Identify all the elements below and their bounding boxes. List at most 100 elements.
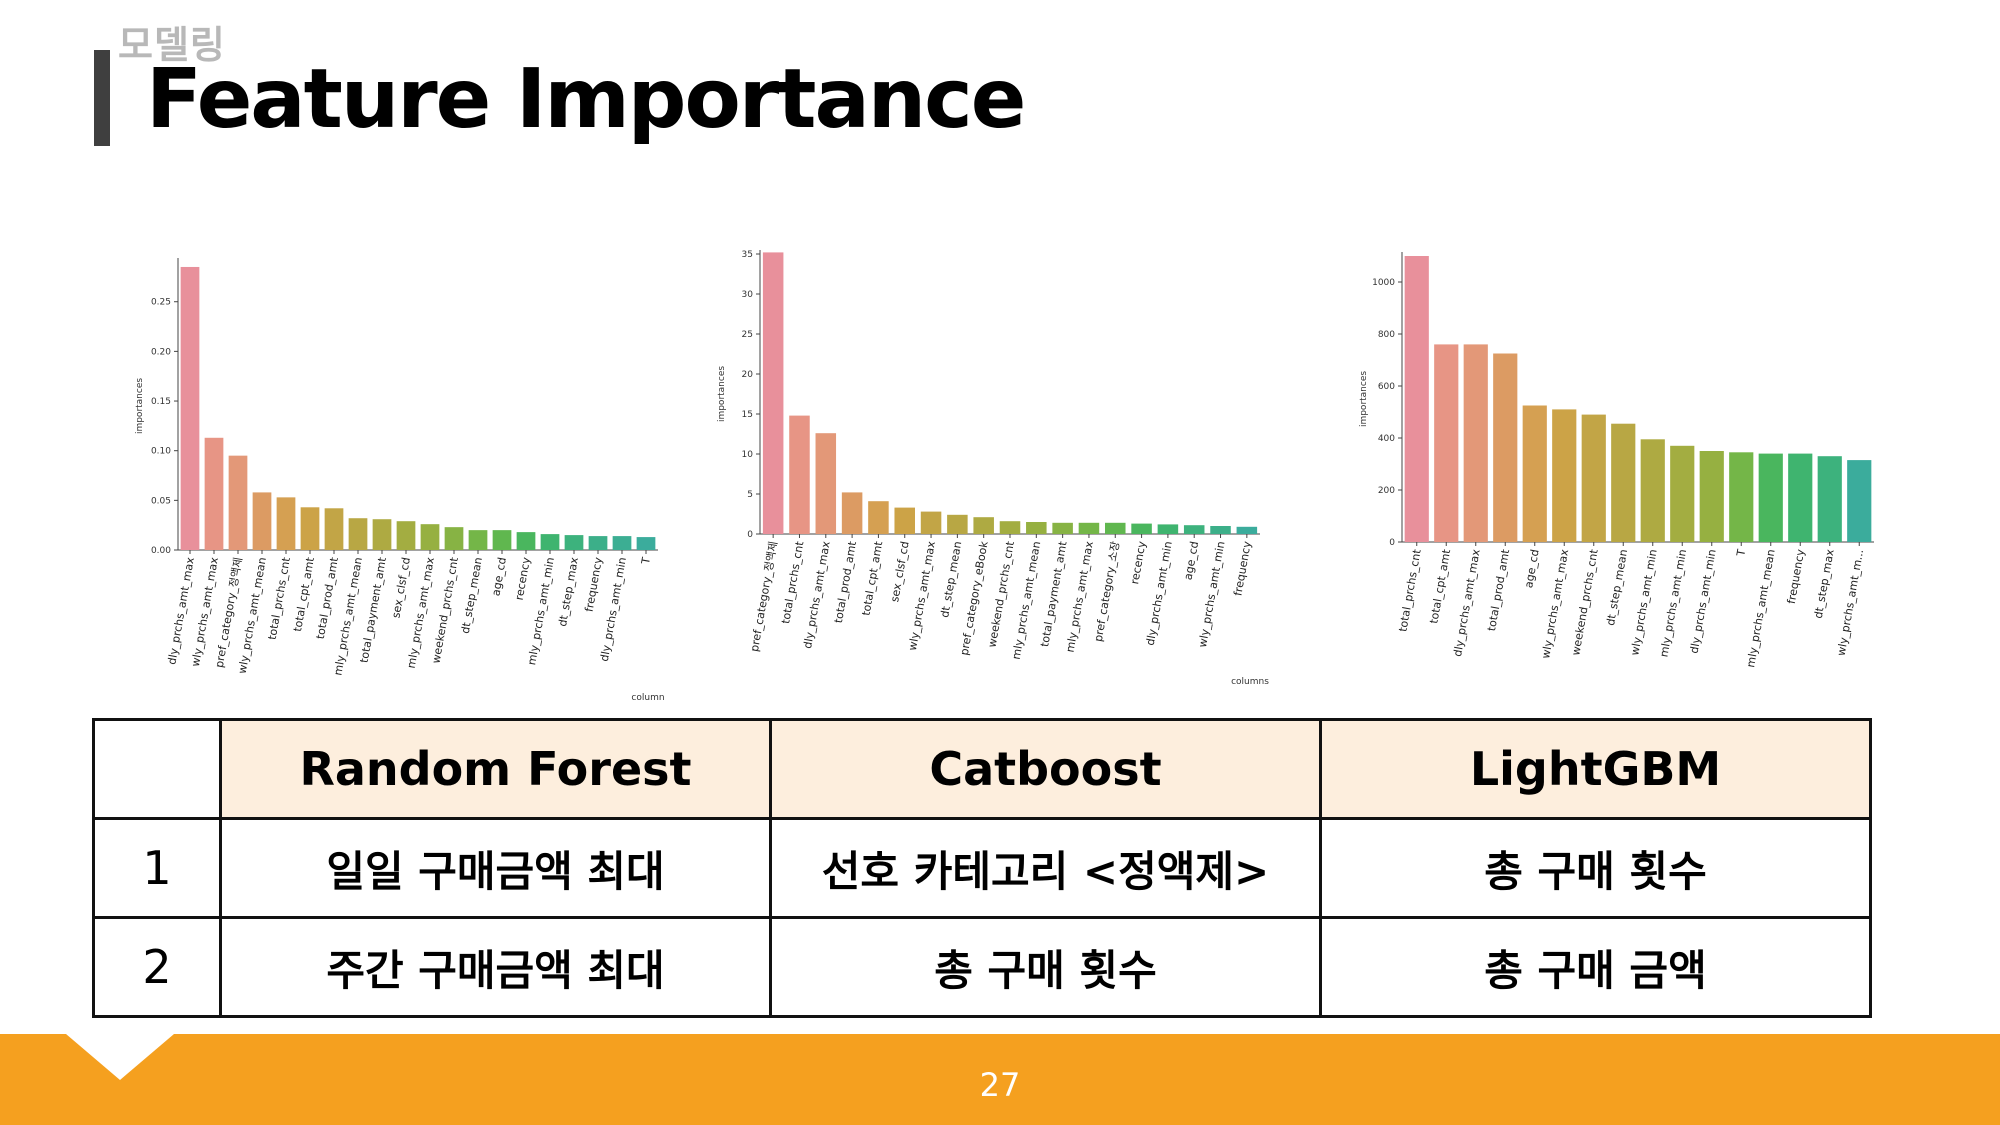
x-tick-label: dt_step_mean [1604, 548, 1630, 626]
y-tick-label: 0.25 [151, 298, 171, 308]
bar [1157, 524, 1179, 534]
y-tick-label: 0.15 [151, 397, 171, 407]
x-tick-label: dt_step_max [1812, 548, 1837, 620]
x-tick-label: total_cpt_amt [860, 540, 886, 617]
bar [1640, 439, 1665, 542]
x-tick-label: age_cd [1182, 540, 1202, 581]
bar [1404, 256, 1429, 542]
bar [516, 532, 536, 550]
x-axis-label: column [631, 693, 664, 703]
x-tick-label: total_prchs_cnt [779, 540, 806, 625]
x-tick-label: frequency [1785, 548, 1807, 605]
y-tick-label: 200 [1378, 486, 1395, 496]
footer-notch [66, 1034, 174, 1080]
chart-catboost-svg: 0 5 10 15 20 25 30 35 importances pref_category_정… [717, 250, 1269, 687]
x-tick-label: pref_category_소장 [1092, 540, 1122, 642]
table-header-row: Random Forest Catboost LightGBM [92, 718, 1872, 820]
table-cell: 총 구매 횟수 [769, 916, 1322, 1018]
x-tick-label: wly_prchs_amt_m... [1835, 548, 1867, 657]
table-cell: 주간 구매금액 최대 [219, 916, 772, 1018]
x-tick-label: weekend_prchs_cnt [985, 540, 1017, 649]
y-tick-label: 0.00 [151, 546, 171, 556]
bar [636, 537, 656, 550]
bar [1105, 522, 1126, 534]
x-tick-label: frequency [1231, 540, 1253, 597]
bar [1078, 522, 1100, 534]
y-tick-label: 0 [747, 530, 753, 540]
y-tick-label: 1000 [1372, 278, 1395, 288]
bar [444, 527, 464, 550]
bar [789, 415, 810, 534]
table-cell: 총 구매 횟수 [1319, 817, 1872, 919]
x-tick-label: T [639, 556, 653, 566]
bar [841, 492, 863, 534]
model-comparison-table: Random Forest Catboost LightGBM 1 일일 구매금… [92, 718, 1872, 1018]
table-row: 1 일일 구매금액 최대 선호 카테고리 <정액제> 총 구매 횟수 [92, 817, 1872, 919]
x-tick-label: pref_category_정액제 [748, 540, 780, 652]
x-tick-label: total_prod_amt [314, 556, 341, 641]
x-tick-label: wly_prchs_amt_min [1196, 540, 1227, 648]
bar [1522, 405, 1547, 542]
x-tick-label: dly_prchs_amt_max [1451, 548, 1483, 658]
x-tick-label: total_payment_amt [1038, 540, 1069, 648]
header-cell-lightgbm: LightGBM [1319, 718, 1872, 820]
x-tick-label: sex_clsf_cd [389, 556, 412, 619]
bar [276, 497, 296, 550]
x-tick-label: weekend_prchs_cnt [1569, 548, 1601, 657]
y-tick-label: 0.20 [151, 347, 171, 357]
y-tick-label: 800 [1378, 330, 1395, 340]
x-tick-label: total_cpt_amt [291, 556, 317, 633]
bar [420, 524, 440, 550]
x-tick-label: mly_prchs_amt_max [1064, 540, 1096, 654]
bar [999, 521, 1021, 534]
bar [180, 266, 200, 550]
bar [324, 508, 344, 550]
bar [1210, 526, 1231, 534]
bar [204, 437, 224, 550]
y-tick-label: 0 [1389, 538, 1395, 548]
table-row: 2 주간 구매금액 최대 총 구매 횟수 총 구매 금액 [92, 916, 1872, 1018]
bar [1758, 453, 1783, 542]
bar [468, 530, 488, 550]
section-kicker: 모델링 [118, 23, 226, 67]
x-tick-label: age_cd [1522, 548, 1542, 589]
bar [1847, 460, 1872, 542]
bar [348, 518, 368, 550]
bar [564, 535, 584, 550]
x-tick-label: frequency [583, 556, 605, 613]
y-axis-label: importances [135, 378, 145, 434]
bar [252, 492, 272, 550]
bar [1493, 353, 1518, 542]
x-tick-label: total_cpt_amt [1427, 548, 1453, 625]
x-tick-label: recency [513, 556, 533, 601]
chart-random-forest: 0.00 0.05 0.10 0.15 0.20 0.25 importances dly_p… [128, 250, 668, 705]
y-tick-label: 10 [742, 450, 754, 460]
bar [815, 433, 837, 534]
y-tick-label: 400 [1378, 434, 1395, 444]
x-tick-label: mly_prchs_amt_min [1657, 548, 1689, 658]
x-tick-label: dly_prchs_amt_max [801, 540, 833, 650]
bar [1788, 453, 1813, 542]
x-axis-label: columns [1231, 677, 1269, 687]
x-tick-label: sex_clsf_cd [888, 540, 911, 603]
x-tick-label: age_cd [489, 556, 509, 597]
y-tick-label: 15 [742, 410, 753, 420]
bar [1552, 409, 1577, 542]
bar [540, 534, 560, 550]
bar [372, 519, 392, 550]
x-tick-label: wly_prchs_amt_max [1539, 548, 1571, 660]
bar [947, 514, 968, 534]
x-tick-label: recency [1128, 540, 1148, 585]
bar [588, 536, 608, 550]
x-tick-label: dly_prchs_amt_min [1688, 548, 1719, 654]
x-tick-label: dly_prchs_amt_min [1144, 540, 1175, 646]
bar [762, 252, 784, 534]
y-tick-label: 20 [742, 370, 754, 380]
bar [1236, 526, 1258, 534]
header-cell-catboost: Catboost [769, 718, 1322, 820]
y-tick-label: 35 [742, 250, 753, 260]
y-tick-label: 0.05 [151, 496, 171, 506]
bar [492, 530, 512, 550]
page-number: 27 [979, 1066, 1021, 1104]
table-cell: 선호 카테고리 <정액제> [769, 817, 1322, 919]
